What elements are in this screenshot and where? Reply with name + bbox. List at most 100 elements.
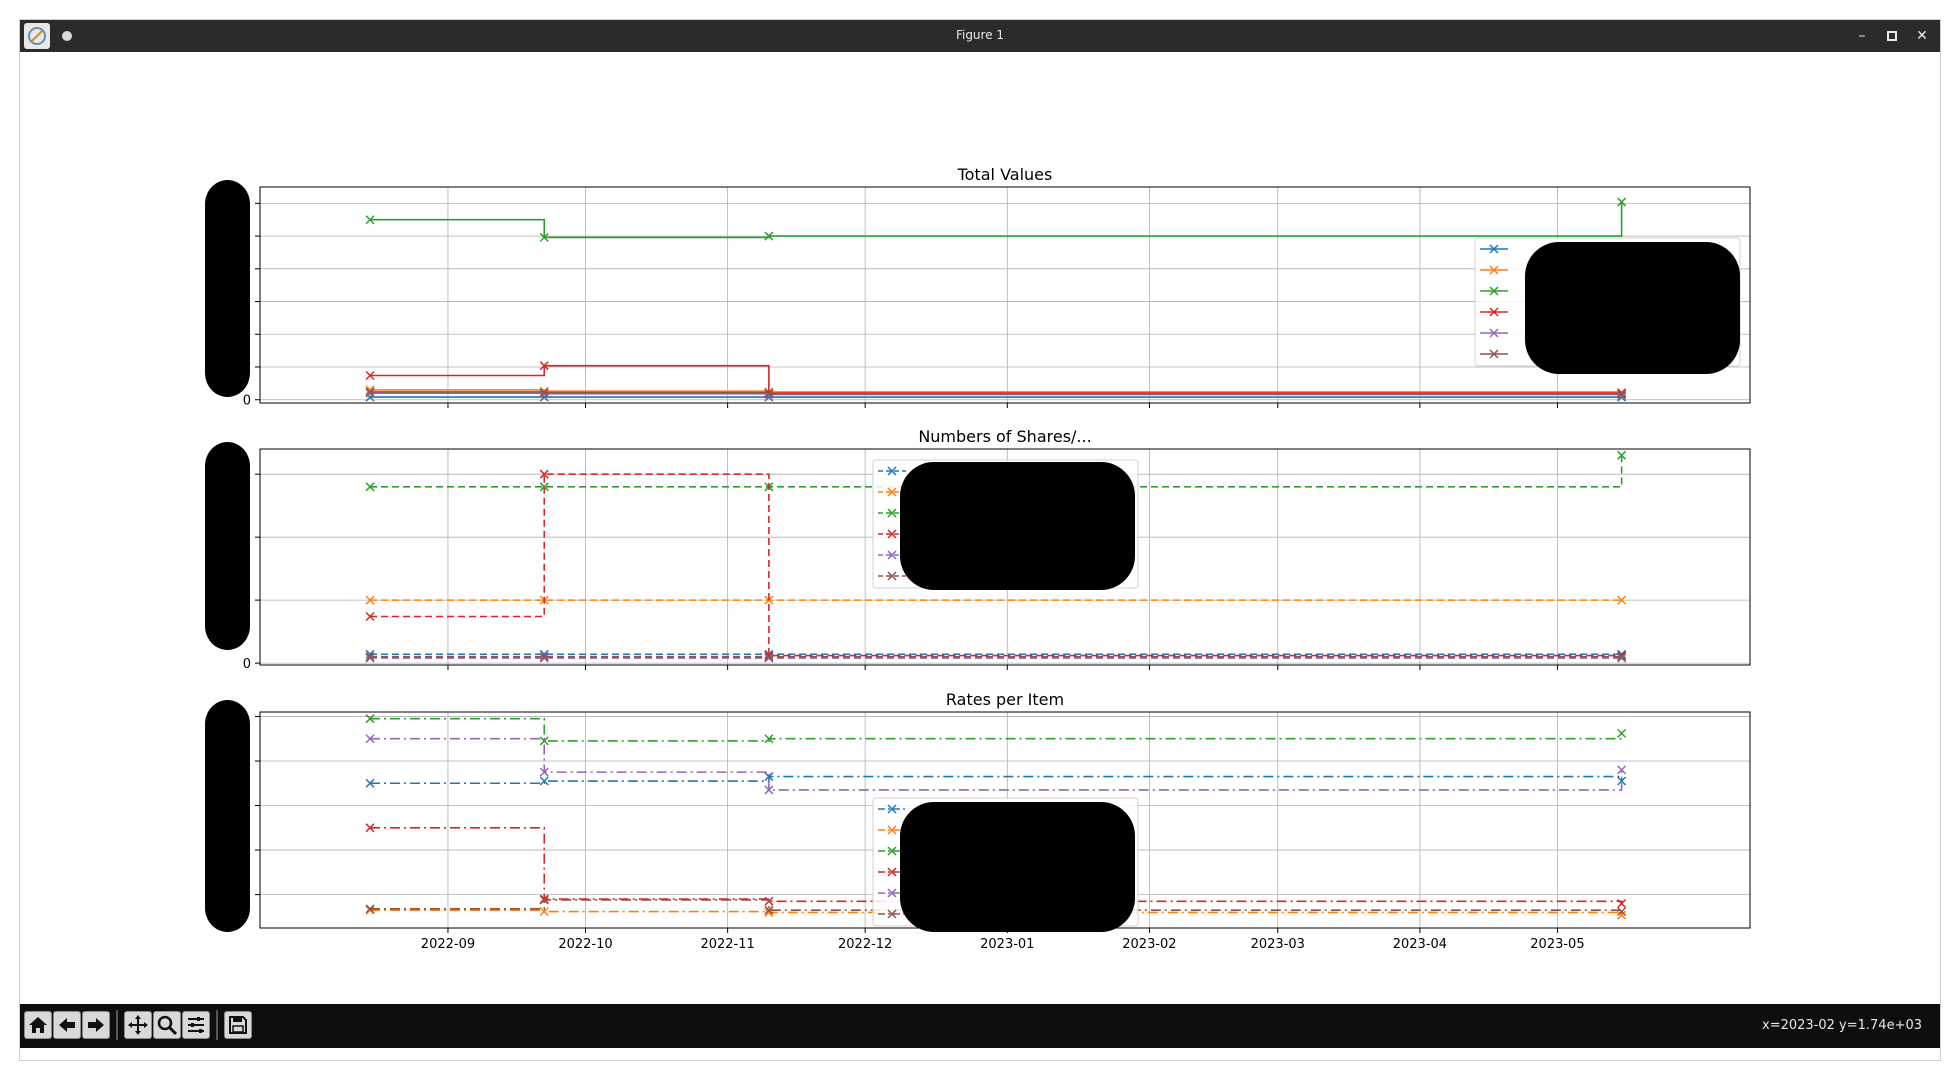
x-tick-label: 2023-01 — [980, 937, 1034, 952]
legend-marker — [887, 867, 897, 877]
data-point-marker — [365, 482, 375, 492]
legend-marker — [887, 550, 897, 560]
x-tick-label: 2023-05 — [1530, 937, 1584, 952]
legend-marker — [887, 888, 897, 898]
data-point-marker — [764, 595, 774, 605]
home-button[interactable] — [24, 1011, 52, 1039]
data-point-marker — [764, 785, 774, 795]
x-tick-label: 2023-02 — [1122, 937, 1176, 952]
legend-marker — [1489, 265, 1499, 275]
legend-marker — [1489, 286, 1499, 296]
y-tick-label: 0 — [243, 657, 251, 672]
data-point-marker — [365, 652, 375, 662]
cursor-coordinates: x=2023-02 y=1.74e+03 — [1762, 1018, 1922, 1033]
pin-icon[interactable] — [62, 31, 72, 41]
legend-marker — [1489, 307, 1499, 317]
close-button[interactable]: ✕ — [1916, 28, 1928, 44]
legend-marker — [887, 804, 897, 814]
data-point-marker — [1617, 389, 1627, 400]
axes-frame — [259, 186, 1751, 404]
data-point-marker — [1617, 450, 1627, 460]
data-point-marker — [1617, 906, 1627, 917]
legend-redaction — [1525, 242, 1740, 374]
data-point-marker — [539, 776, 549, 786]
figure-canvas[interactable]: 0 Total Values 0 Numbers of Shares/... 2022-… — [20, 52, 1940, 1004]
axes-2: 0 Numbers of Shares/... — [205, 427, 1751, 672]
axes-title: Numbers of Shares/... — [918, 427, 1091, 446]
legend — [1474, 237, 1741, 374]
axes-frame — [259, 448, 1751, 666]
series-line — [370, 899, 1623, 912]
zoom-button[interactable] — [153, 1011, 181, 1039]
data-point-marker — [539, 469, 549, 479]
series-line — [370, 737, 1623, 791]
legend-marker — [887, 487, 897, 497]
minimize-button[interactable]: – — [1858, 28, 1866, 44]
pan-icon — [128, 1015, 148, 1035]
data-point-marker — [539, 387, 549, 398]
data-point-marker — [1617, 728, 1627, 738]
series-line — [370, 473, 1622, 657]
data-point-marker — [539, 652, 549, 662]
toolbar-separator — [216, 1010, 218, 1040]
data-point-marker — [539, 653, 549, 663]
axes-title: Total Values — [957, 165, 1053, 184]
data-point-marker — [539, 906, 549, 917]
series-line — [370, 775, 1623, 785]
legend-marker — [1489, 349, 1499, 359]
data-point-marker — [539, 895, 549, 905]
maximize-button[interactable] — [1880, 24, 1904, 48]
data-point-marker — [764, 905, 774, 915]
data-point-marker — [1617, 776, 1627, 786]
legend-marker — [887, 909, 897, 919]
zoom-icon — [157, 1015, 178, 1036]
legend-marker — [887, 571, 897, 581]
data-point-marker — [539, 361, 549, 371]
legend — [872, 459, 1139, 590]
legend-marker — [887, 529, 897, 539]
x-tick-label: 2023-03 — [1251, 937, 1305, 952]
app-icon — [24, 23, 50, 49]
pan-button[interactable] — [124, 1011, 152, 1039]
data-point-marker — [764, 389, 774, 399]
legend-marker — [1489, 328, 1499, 338]
forward-button[interactable] — [82, 1011, 110, 1039]
x-tick-label: 2022-10 — [558, 937, 612, 952]
forward-arrow-icon — [88, 1018, 104, 1032]
axes-1: 0 Total Values — [205, 165, 1751, 409]
data-point-marker — [764, 231, 774, 241]
legend-marker — [1489, 244, 1499, 254]
series-line — [370, 717, 1623, 742]
data-point-marker — [1617, 765, 1627, 775]
x-tick-label: 2023-04 — [1393, 937, 1447, 952]
back-arrow-icon — [59, 1018, 75, 1032]
save-icon — [229, 1016, 247, 1034]
figure-svg: 0 Total Values 0 Numbers of Shares/... 2022-… — [205, 165, 1751, 952]
series-line — [370, 202, 1623, 239]
data-point-marker — [764, 652, 774, 662]
legend-marker — [887, 466, 897, 476]
configure-subplots-button[interactable] — [182, 1011, 210, 1039]
save-button[interactable] — [224, 1011, 252, 1039]
legend — [872, 797, 1139, 932]
data-point-marker — [365, 215, 375, 225]
data-point-marker — [365, 595, 375, 605]
data-point-marker — [1617, 595, 1627, 605]
data-point-marker — [365, 905, 375, 915]
axes-title: Rates per Item — [946, 690, 1064, 709]
data-point-marker — [764, 734, 774, 744]
y-label-redaction — [205, 442, 250, 650]
back-button[interactable] — [53, 1011, 81, 1039]
data-point-marker — [764, 772, 774, 782]
data-point-marker — [1617, 898, 1627, 909]
window-title: Figure 1 — [955, 28, 1005, 42]
x-tick-label: 2022-09 — [421, 937, 475, 952]
legend-marker — [887, 825, 897, 835]
data-point-marker — [1617, 910, 1627, 920]
y-label-redaction — [205, 180, 250, 397]
data-point-marker — [365, 388, 375, 398]
data-point-marker — [365, 387, 375, 397]
data-point-marker — [539, 736, 549, 746]
data-point-marker — [539, 232, 549, 242]
x-tick-label: 2022-11 — [700, 937, 754, 952]
